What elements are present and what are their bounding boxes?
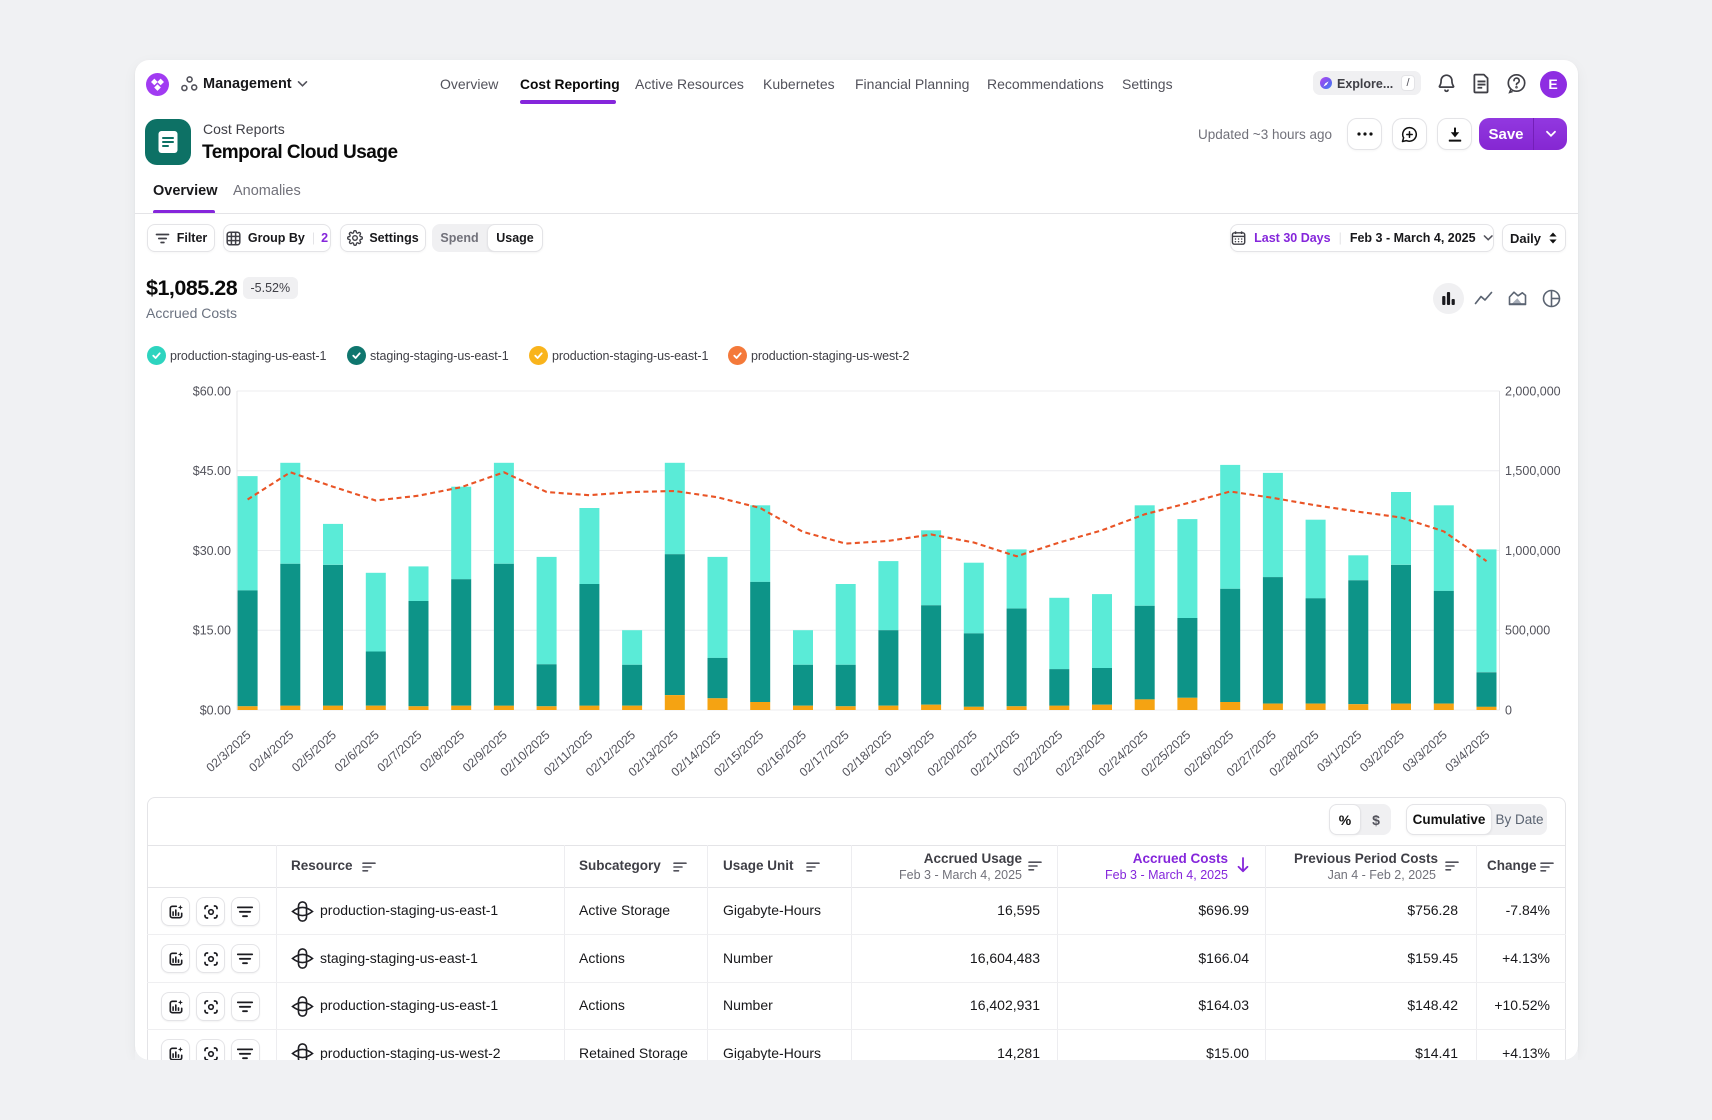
svg-text:02/5/2025: 02/5/2025 — [289, 728, 339, 775]
svg-text:1,000,000: 1,000,000 — [1505, 544, 1561, 558]
svg-text:02/8/2025: 02/8/2025 — [417, 728, 467, 775]
svg-text:02/3/2025: 02/3/2025 — [204, 728, 254, 775]
svg-text:$0.00: $0.00 — [200, 704, 231, 718]
svg-text:03/3/2025: 03/3/2025 — [1400, 728, 1450, 775]
svg-text:0: 0 — [1505, 704, 1512, 718]
svg-text:03/4/2025: 03/4/2025 — [1442, 728, 1492, 775]
svg-text:$15.00: $15.00 — [193, 624, 231, 638]
svg-text:02/4/2025: 02/4/2025 — [246, 728, 296, 775]
svg-text:$30.00: $30.00 — [193, 544, 231, 558]
svg-text:500,000: 500,000 — [1505, 624, 1550, 638]
svg-text:$45.00: $45.00 — [193, 464, 231, 478]
svg-text:1,500,000: 1,500,000 — [1505, 464, 1561, 478]
svg-text:02/6/2025: 02/6/2025 — [332, 728, 382, 775]
svg-text:02/7/2025: 02/7/2025 — [374, 728, 424, 775]
svg-text:03/2/2025: 03/2/2025 — [1357, 728, 1407, 775]
svg-text:2,000,000: 2,000,000 — [1505, 385, 1561, 399]
svg-text:$60.00: $60.00 — [193, 385, 231, 399]
svg-text:03/1/2025: 03/1/2025 — [1314, 728, 1364, 775]
